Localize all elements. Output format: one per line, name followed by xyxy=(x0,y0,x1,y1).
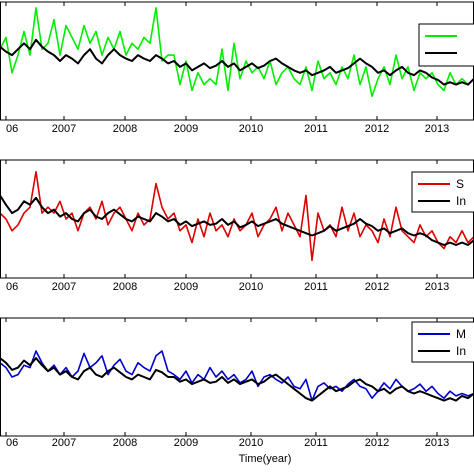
x-tick-label: 2009 xyxy=(174,281,198,293)
x-tick-label: 06 xyxy=(6,437,18,449)
x-tick-label: 06 xyxy=(6,123,18,135)
series-line-1 xyxy=(0,7,474,98)
x-tick-label: 2007 xyxy=(52,123,76,135)
panel-2: 06 2007 2008 2009 2010 2011 2012 2013 S In xyxy=(0,159,474,293)
legend-box xyxy=(411,171,474,213)
x-tick-label: 2009 xyxy=(174,437,198,449)
x-tick-label: 2011 xyxy=(304,437,328,449)
x-tick-label: 2010 xyxy=(239,123,263,135)
series-line-2 xyxy=(0,357,474,402)
legend xyxy=(418,23,474,67)
x-tick-label: 2011 xyxy=(304,281,328,293)
x-tick-label: 2012 xyxy=(365,123,389,135)
x-tick-label: 2013 xyxy=(425,281,449,293)
x-tick-label: 2010 xyxy=(239,437,263,449)
series-line-2 xyxy=(0,38,474,86)
legend: S In xyxy=(411,171,474,213)
x-tick-label: 2007 xyxy=(52,437,76,449)
panel-3: 06 2007 2008 2009 2010 2011 2012 2013 M In xyxy=(0,317,474,449)
series-line-1 xyxy=(0,350,474,402)
legend-label: In xyxy=(456,194,466,208)
x-tick-label: 06 xyxy=(6,281,18,293)
x-axis-label: Time(year) xyxy=(239,453,292,465)
x-tick-label: 2013 xyxy=(425,437,449,449)
panel-1: 06 2007 2008 2009 2010 2011 2012 2013 xyxy=(0,1,474,135)
legend-label: M xyxy=(456,327,466,341)
x-tick-label: 2011 xyxy=(304,123,328,135)
legend-box xyxy=(418,23,474,67)
x-tick-label: 2008 xyxy=(113,281,137,293)
x-tick-label: 2009 xyxy=(174,123,198,135)
legend-label: S xyxy=(456,177,464,191)
x-tick-label: 2012 xyxy=(365,281,389,293)
legend-box xyxy=(411,321,474,363)
series-line-2 xyxy=(0,194,474,246)
legend-label: In xyxy=(456,344,466,358)
legend: M In xyxy=(411,321,474,363)
x-tick-label: 2010 xyxy=(239,281,263,293)
x-tick-label: 2007 xyxy=(52,281,76,293)
series-line-1 xyxy=(0,171,474,262)
x-tick-label: 2012 xyxy=(365,437,389,449)
x-tick-label: 2008 xyxy=(113,437,137,449)
x-tick-label: 2008 xyxy=(113,123,137,135)
x-tick-label: 2013 xyxy=(425,123,449,135)
